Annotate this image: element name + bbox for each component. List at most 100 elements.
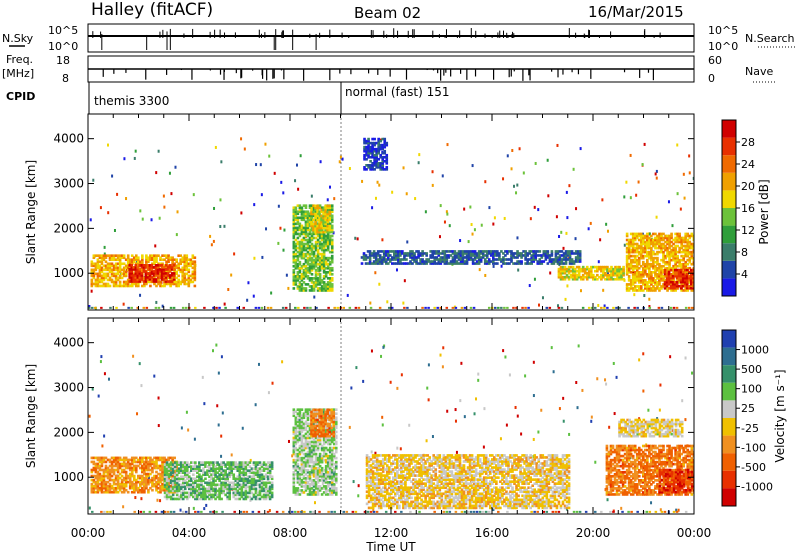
- echo-cell: [110, 474, 114, 478]
- echo-cell: [443, 258, 447, 261]
- echo-cell: [637, 238, 641, 242]
- echo-cell: [646, 275, 649, 278]
- echo-cell: [217, 423, 220, 427]
- echo-cell: [214, 471, 217, 475]
- echo-cell: [668, 262, 671, 266]
- echo-cell: [625, 234, 629, 238]
- echo-cell: [662, 279, 665, 282]
- echo-cell: [600, 275, 603, 279]
- echo-cell: [304, 228, 308, 232]
- nsky-tick-left-top: 10^5: [48, 24, 78, 37]
- echo-cell: [136, 488, 140, 492]
- echo-cell: [677, 508, 680, 512]
- echo-cell: [292, 246, 296, 250]
- echo-cell: [194, 489, 197, 493]
- echo-cell: [170, 266, 174, 269]
- echo-cell: [157, 306, 161, 309]
- echo-cell: [306, 238, 310, 242]
- echo-cell: [318, 236, 322, 240]
- echo-cell: [174, 165, 177, 169]
- echo-cell: [202, 471, 205, 475]
- echo-cell: [98, 464, 102, 468]
- echo-cell: [96, 456, 100, 460]
- echo-cell: [161, 462, 164, 466]
- echo-cell: [660, 246, 663, 250]
- echo-cell: [318, 266, 322, 270]
- echo-cell: [668, 254, 671, 258]
- echo-cell: [316, 250, 320, 254]
- echo-cell: [212, 465, 215, 468]
- echo-cell: [100, 488, 104, 492]
- echo-cell: [600, 510, 603, 513]
- echo-cell: [116, 474, 120, 478]
- echo-cell: [689, 280, 693, 284]
- echo-cell: [124, 456, 128, 460]
- echo-cell: [664, 240, 667, 244]
- echo-cell: [526, 252, 529, 255]
- echo-cell: [328, 218, 331, 222]
- echo-cell: [296, 240, 300, 244]
- echo-cell: [189, 264, 193, 268]
- echo-cell: [612, 273, 615, 277]
- echo-cell: [688, 260, 692, 264]
- echo-cell: [662, 238, 665, 242]
- echo-cell: [162, 272, 166, 275]
- echo-cell: [177, 489, 181, 493]
- echo-cell: [386, 252, 390, 255]
- echo-cell: [320, 266, 324, 270]
- echo-cell: [292, 234, 296, 238]
- echo-cell: [122, 478, 126, 482]
- echo-cell: [330, 206, 334, 210]
- echo-cell: [322, 206, 326, 210]
- echo-cell: [604, 378, 607, 382]
- echo-cell: [187, 479, 191, 483]
- echo-cell: [637, 275, 641, 278]
- echo-cell: [320, 216, 323, 220]
- echo-cell: [294, 232, 298, 236]
- echo-cell: [156, 264, 160, 267]
- echo-cell: [477, 256, 481, 259]
- echo-cell: [316, 212, 320, 216]
- echo-cell: [200, 491, 203, 495]
- echo-cell: [374, 256, 378, 259]
- echo-cell: [667, 270, 671, 274]
- echo-cell: [453, 262, 457, 265]
- echo-cell: [316, 287, 320, 290]
- echo-cell: [320, 262, 324, 266]
- echo-cell: [631, 258, 635, 262]
- echo-cell: [502, 258, 505, 261]
- echo-cell: [148, 510, 152, 513]
- echo-cell: [540, 256, 544, 259]
- echo-cell: [100, 456, 104, 460]
- echo-cell: [196, 493, 199, 497]
- echo-cell: [648, 272, 651, 276]
- echo-cell: [648, 242, 651, 246]
- echo-cell: [675, 508, 678, 512]
- echo-cell: [161, 464, 164, 468]
- echo-cell: [320, 248, 324, 252]
- echo-cell: [114, 482, 118, 486]
- echo-cell: [308, 230, 312, 234]
- echo-cell: [118, 458, 122, 462]
- echo-cell: [500, 250, 503, 253]
- echo-cell: [556, 143, 559, 147]
- echo-cell: [302, 248, 306, 252]
- echo-cell: [108, 486, 112, 490]
- echo-cell: [481, 252, 485, 255]
- echo-cell: [181, 256, 185, 260]
- echo-cell: [96, 480, 100, 484]
- echo-cell: [670, 240, 673, 244]
- echo-cell: [126, 460, 130, 464]
- echo-cell: [136, 306, 139, 309]
- echo-cell: [479, 250, 483, 253]
- echo-cell: [326, 204, 329, 208]
- echo-cell: [294, 230, 298, 234]
- echo-cell: [92, 456, 96, 460]
- echo-cell: [104, 276, 108, 280]
- echo-cell: [629, 238, 633, 242]
- echo-cell: [92, 460, 96, 464]
- echo-cell: [114, 280, 118, 284]
- echo-cell: [171, 479, 175, 483]
- echo-cell: [169, 497, 173, 501]
- echo-cell: [159, 456, 162, 460]
